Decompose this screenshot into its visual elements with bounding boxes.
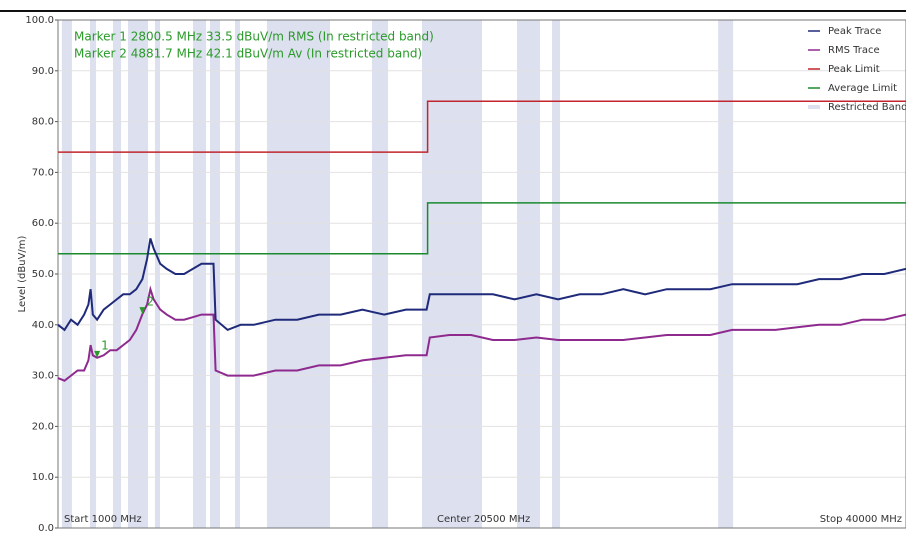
marker <box>139 307 146 315</box>
marker-label: 2 <box>146 295 154 309</box>
y-tick-label: 60.0 <box>32 218 54 229</box>
marker-label: 1 <box>101 338 109 352</box>
trace-line <box>57 238 906 332</box>
legend-label: RMS Trace <box>828 45 880 56</box>
x-axis-label: Stop 40000 MHz <box>820 514 902 525</box>
x-axis-label: Center 20500 MHz <box>437 514 530 525</box>
y-axis-label: Level (dBuV/m) <box>17 235 28 312</box>
marker-readout: Marker 1 2800.5 MHz 33.5 dBuV/m RMS (In … <box>74 30 434 44</box>
y-tick-label: 30.0 <box>32 371 54 382</box>
y-tick-label: 80.0 <box>32 117 54 128</box>
legend-label: Peak Trace <box>828 26 881 37</box>
y-tick-label: 100.0 <box>25 15 54 26</box>
legend-label: Restricted Bands <box>828 102 906 113</box>
legend-label: Peak Limit <box>828 64 880 75</box>
plot-frame <box>57 19 906 529</box>
y-tick-label: 50.0 <box>32 269 54 280</box>
limit-line <box>58 202 906 255</box>
y-tick-label: 10.0 <box>32 472 54 483</box>
limit-line <box>58 100 906 153</box>
marker-readout: Marker 2 4881.7 MHz 42.1 dBuV/m Av (In r… <box>74 47 422 61</box>
legend-label: Average Limit <box>828 83 897 94</box>
y-tick-label: 40.0 <box>32 320 54 331</box>
x-axis-label: Start 1000 MHz <box>64 514 142 525</box>
y-tick-label: 20.0 <box>32 421 54 432</box>
y-tick-label: 90.0 <box>32 66 54 77</box>
y-tick-label: 70.0 <box>32 167 54 178</box>
marker <box>94 350 101 358</box>
y-tick-label: 0.0 <box>38 523 54 534</box>
trace-line <box>57 285 906 382</box>
